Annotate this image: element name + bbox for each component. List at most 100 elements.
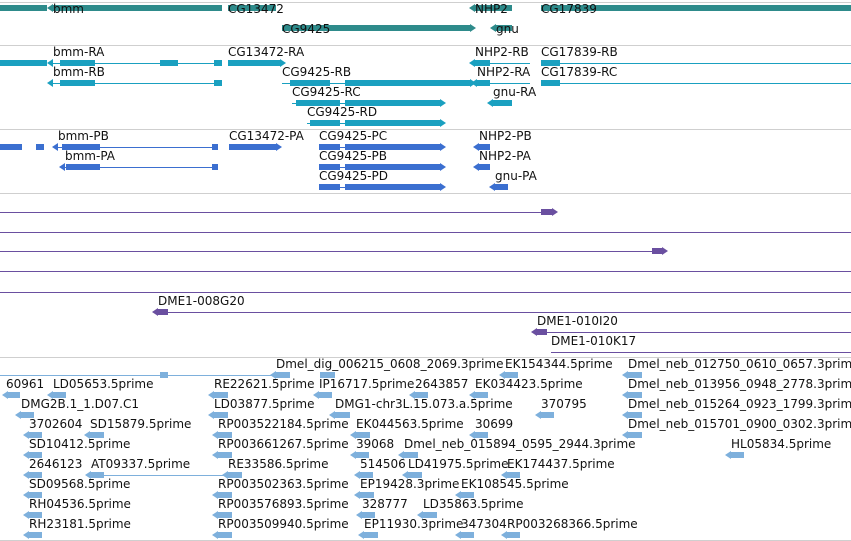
- feature-rp003661267-5prime[interactable]: RP003661267.5prime: [212, 437, 349, 459]
- feature-dmel-neb-015264-0923-1799-3prime[interactable]: Dmel_neb_015264_0923_1799.3prime: [622, 397, 851, 419]
- feature-39068[interactable]: 39068: [350, 437, 394, 459]
- feature-dmel-neb-013956-0948-2778-3prime[interactable]: Dmel_neb_013956_0948_2778.3prime: [622, 377, 851, 399]
- feature-dmel-neb-015701-0900-0302-3prime[interactable]: Dmel_neb_015701_0900_0302.3prime: [622, 417, 851, 439]
- exon-block: [290, 80, 330, 86]
- exon-block: [628, 412, 642, 418]
- feature-nhp2-rb[interactable]: NHP2-RB: [469, 45, 530, 67]
- feature-bmm[interactable]: bmm: [0, 2, 222, 16]
- feature-sd10412-5prime[interactable]: SD10412.5prime: [23, 437, 130, 459]
- strand-arrow-left-icon: [398, 451, 404, 459]
- feature-ld03877-5prime[interactable]: LD03877.5prime: [208, 397, 315, 419]
- feature-dme1-008g20[interactable]: DME1-008G20: [152, 294, 851, 316]
- feature-sd15879-5prime[interactable]: SD15879.5prime: [84, 417, 191, 439]
- strand-arrow-right-icon: [440, 143, 446, 151]
- feature-rh04536-5prime[interactable]: RH04536.5prime: [23, 497, 131, 519]
- feature-370795[interactable]: 370795: [535, 397, 587, 419]
- feature-rp003268366-5prime[interactable]: RP003268366.5prime: [501, 517, 638, 539]
- feature-re22621-5prime[interactable]: RE22621.5prime: [208, 377, 315, 399]
- feature-cg17839-rc[interactable]: CG17839-RC: [541, 65, 851, 86]
- feature-nhp2[interactable]: NHP2: [469, 2, 512, 16]
- strand-arrow-left-icon: [23, 431, 29, 439]
- feature-rp003509940-5prime[interactable]: RP003509940.5prime: [212, 517, 349, 539]
- feature-60961[interactable]: 60961: [2, 377, 44, 399]
- feature-ep19428-3prime[interactable]: EP19428.3prime: [354, 477, 459, 499]
- feature-dme1-010k17[interactable]: DME1-010K17: [551, 334, 851, 353]
- exon-block: [628, 392, 642, 398]
- feature-3702604[interactable]: 3702604: [23, 417, 82, 439]
- feature-label: 30699: [475, 417, 513, 431]
- feature-cg9425-pc[interactable]: CG9425-PC: [319, 129, 446, 151]
- exon-block: [218, 492, 232, 498]
- feature-nhp2-ra[interactable]: NHP2-RA: [471, 65, 531, 87]
- feature-bmm-pa[interactable]: bmm-PA: [59, 149, 218, 171]
- exon-block: [475, 5, 512, 11]
- feature-cg13472-pa[interactable]: CG13472-PA: [229, 129, 305, 151]
- exon-block: [505, 372, 518, 378]
- feature-rp003522184-5prime[interactable]: RP003522184.5prime: [212, 417, 349, 439]
- exon-block: [479, 144, 490, 150]
- feature-ld35863-5prime[interactable]: LD35863.5prime: [417, 497, 524, 519]
- feature-ld05653-5prime[interactable]: LD05653.5prime: [47, 377, 154, 399]
- feature-bmm-rb[interactable]: bmm-RB: [47, 65, 222, 87]
- feature-hl05834-5prime[interactable]: HL05834.5prime: [725, 437, 831, 459]
- feature-rp003502363-5prime[interactable]: RP003502363.5prime: [212, 477, 349, 499]
- feature-rp003576893-5prime[interactable]: RP003576893.5prime: [212, 497, 349, 519]
- feature-cg13472[interactable]: CG13472: [228, 2, 284, 16]
- feature-514506[interactable]: 514506: [354, 457, 406, 479]
- protein-track: bmm-PB CG13472-PA CG9425-PC NHP2-PB bmm-PA CG…: [0, 129, 538, 191]
- feature-at09337-5prime[interactable]: AT09337.5prime: [85, 457, 230, 479]
- feature-2646123[interactable]: 2646123: [23, 457, 82, 479]
- feature-gnu[interactable]: gnu: [490, 22, 519, 36]
- feature-unlabeled[interactable]: [0, 371, 276, 379]
- feature-cg9425-rc[interactable]: CG9425-RC: [292, 85, 446, 107]
- feature-328777[interactable]: 328777: [356, 497, 408, 519]
- exon-block: [345, 80, 470, 86]
- feature-ep11930-3prime[interactable]: EP11930.3prime: [358, 517, 463, 539]
- feature-cg9425-rd[interactable]: CG9425-RD: [307, 105, 446, 127]
- feature-dmel-neb-012750-0610-0657-3prime[interactable]: Dmel_neb_012750_0610_0657.3prime: [622, 357, 851, 379]
- feature-cg17839-rb[interactable]: CG17839-RB: [541, 45, 851, 66]
- exon-block: [541, 209, 552, 215]
- exon-block: [496, 25, 512, 31]
- strand-arrow-left-icon: [85, 471, 91, 479]
- feature-cg9425-rb[interactable]: CG9425-RB: [282, 65, 476, 87]
- feature-label: AT09337.5prime: [91, 457, 190, 471]
- feature-dmg2b-1-1-d07-c1[interactable]: DMG2B.1_1.D07.C1: [15, 397, 139, 419]
- feature-cg9425-pb[interactable]: CG9425-PB: [319, 149, 446, 171]
- feature-cg9425-pd[interactable]: CG9425-PD: [319, 169, 446, 191]
- feature-gnu-pa[interactable]: gnu-PA: [489, 169, 538, 191]
- feature-30699[interactable]: 30699: [469, 417, 513, 439]
- feature-347304[interactable]: 347304: [455, 517, 507, 539]
- feature-unlabeled[interactable]: [0, 208, 558, 216]
- feature-rh23181-5prime[interactable]: RH23181.5prime: [23, 517, 131, 539]
- feature-ek034423-5prime[interactable]: EK034423.5prime: [469, 377, 583, 399]
- feature-re33586-5prime[interactable]: RE33586.5prime: [222, 457, 329, 479]
- feature-label: RP003576893.5prime: [218, 497, 349, 511]
- feature-bmm-ra[interactable]: bmm-RA: [0, 45, 222, 67]
- feature-gnu-ra[interactable]: gnu-RA: [487, 85, 537, 107]
- feature-label: SD09568.5prime: [29, 477, 130, 491]
- feature-nhp2-pb[interactable]: NHP2-PB: [473, 129, 532, 151]
- feature-ek044563-5prime[interactable]: EK044563.5prime: [350, 417, 464, 439]
- feature-label: CG17839: [541, 2, 597, 16]
- feature-cg17839[interactable]: CG17839: [541, 2, 851, 16]
- feature-ip16717-5prime[interactable]: IP16717.5prime: [313, 377, 414, 399]
- feature-nhp2-pa[interactable]: NHP2-PA: [473, 149, 532, 171]
- feature-cg9425[interactable]: CG9425: [282, 22, 476, 36]
- feature-dmel-neb-015894-0595-2944-3prime[interactable]: Dmel_neb_015894_0595_2944.3prime: [398, 437, 636, 459]
- strand-arrow-left-icon: [212, 431, 218, 439]
- strand-arrow-left-icon: [622, 371, 628, 379]
- feature-ek174437-5prime[interactable]: EK174437.5prime: [501, 457, 615, 479]
- feature-ek154344-5prime[interactable]: EK154344.5prime: [499, 357, 613, 379]
- feature-bmm-pb[interactable]: bmm-PB: [0, 129, 218, 151]
- feature-unlabeled[interactable]: [0, 247, 668, 255]
- feature-dmel-dig-006215-0608-2069-3prime[interactable]: Dmel_dig_006215_0608_2069.3prime: [270, 357, 504, 379]
- feature-ld41975-5prime[interactable]: LD41975.5prime: [402, 457, 509, 479]
- feature-dme1-010i20[interactable]: DME1-010I20: [531, 314, 851, 336]
- feature-sd09568-5prime[interactable]: SD09568.5prime: [23, 477, 130, 499]
- feature-cg13472-ra[interactable]: CG13472-RA: [228, 45, 305, 67]
- feature-ek108545-5prime[interactable]: EK108545.5prime: [455, 477, 569, 499]
- feature-label: LD35863.5prime: [423, 497, 524, 511]
- feature-2643857[interactable]: 2643857: [409, 377, 468, 399]
- feature-dmg1-chr3l-15-073-a-5prime[interactable]: DMG1-chr3L.15.073.a.5prime: [329, 397, 513, 419]
